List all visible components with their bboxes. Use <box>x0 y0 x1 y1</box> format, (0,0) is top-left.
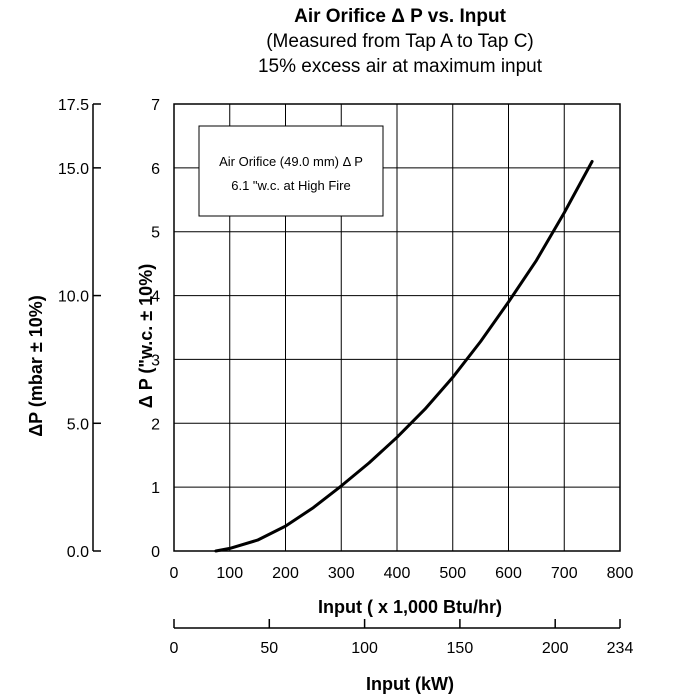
y-tick-label: 0 <box>151 544 160 561</box>
secondary-y-tick-label: 15.0 <box>58 161 89 178</box>
y-tick-label: 7 <box>151 97 160 114</box>
y-tick-labels: 0 1 2 3 4 5 6 7 <box>151 97 160 561</box>
chart-title: Air Orifice Δ P vs. Input <box>294 6 506 27</box>
y-tick-label: 4 <box>151 289 160 306</box>
chart-title-block: Air Orifice Δ P vs. Input (Measured from… <box>170 4 630 79</box>
x-tick-labels: 0 100 200 300 400 500 600 700 800 <box>170 565 634 582</box>
x-tick-label: 800 <box>607 565 634 582</box>
y-axis-title: Δ P ("w.c. ± 10%) <box>136 264 156 408</box>
y-tick-label: 6 <box>151 161 160 178</box>
y-tick-label: 2 <box>151 416 160 433</box>
x-tick-label: 0 <box>170 565 179 582</box>
annotation-line-1: Air Orifice (49.0 mm) Δ P <box>219 154 363 169</box>
x-tick-label: 400 <box>384 565 411 582</box>
y-tick-label: 3 <box>151 352 160 369</box>
y-tick-label: 1 <box>151 480 160 497</box>
x-axis-title: Input ( x 1,000 Btu/hr) <box>318 597 502 617</box>
series-line <box>214 160 594 553</box>
secondary-x-axis: 0 50 100 150 200 234 <box>170 619 634 657</box>
secondary-x-tick-label: 50 <box>260 640 278 657</box>
y-tick-label: 5 <box>151 225 160 242</box>
x-tick-label: 600 <box>495 565 522 582</box>
annotation-rect <box>198 125 384 217</box>
secondary-x-axis-title: Input (kW) <box>366 674 454 694</box>
plot-frame <box>173 103 621 552</box>
secondary-y-axis: 0.0 5.0 10.0 15.0 17.5 <box>58 97 101 561</box>
x-tick-label: 100 <box>216 565 243 582</box>
annotation-box: Air Orifice (49.0 mm) Δ P 6.1 "w.c. at H… <box>198 125 384 217</box>
curve-layer <box>214 160 594 553</box>
secondary-y-tick-label: 0.0 <box>67 544 89 561</box>
chart-subtitle-1: (Measured from Tap A to Tap C) <box>266 31 534 52</box>
x-tick-label: 200 <box>272 565 299 582</box>
secondary-x-tick-label: 0 <box>170 640 179 657</box>
secondary-x-tick-label: 100 <box>351 640 378 657</box>
secondary-y-tick-label: 5.0 <box>67 416 89 433</box>
secondary-y-tick-label: 10.0 <box>58 289 89 306</box>
chart-subtitle-2: 15% excess air at maximum input <box>257 56 543 77</box>
secondary-y-tick-label: 17.5 <box>58 97 89 114</box>
secondary-y-axis-title: ΔP (mbar ± 10%) <box>26 295 46 437</box>
x-tick-label: 500 <box>439 565 466 582</box>
annotation-line-2: 6.1 "w.c. at High Fire <box>231 178 351 193</box>
x-tick-label: 300 <box>328 565 355 582</box>
secondary-x-tick-label: 150 <box>447 640 474 657</box>
x-tick-label: 700 <box>551 565 578 582</box>
secondary-x-tick-label: 200 <box>542 640 569 657</box>
secondary-x-tick-label: 234 <box>607 640 634 657</box>
